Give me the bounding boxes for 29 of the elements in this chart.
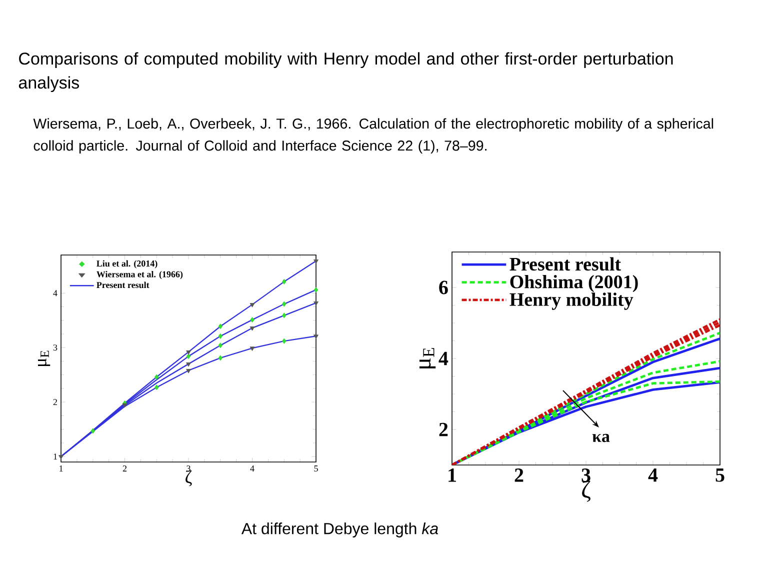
legend-label: Present result bbox=[510, 257, 621, 271]
y-tick-label: 6 bbox=[439, 280, 448, 294]
legend-label: Present result bbox=[96, 282, 150, 288]
x-tick-label: 5 bbox=[716, 468, 724, 482]
x-axis-title: ζ bbox=[582, 480, 590, 502]
legend-label: Henry mobility bbox=[510, 292, 634, 310]
annotation: κa bbox=[592, 434, 610, 442]
x-tick-label: 2 bbox=[122, 466, 127, 472]
x-tick-label: 5 bbox=[314, 466, 318, 472]
text: At different Debye length ka bbox=[241, 522, 438, 538]
y-tick-label: 4 bbox=[438, 352, 448, 366]
y-axis-title: μ$_{E}$ bbox=[38, 350, 50, 366]
x-tick-label: 3 bbox=[582, 468, 590, 482]
y-tick-label: 4 bbox=[53, 290, 58, 296]
y-tick-label: 2 bbox=[439, 422, 448, 436]
y-tick-label: 2 bbox=[53, 399, 57, 406]
text: Wiersema, P., Loeb, A., Overbeek, J. T. G., 1966. Calculation of the electrophoretic mobility of a spherical colloid particle. Journal of Colloid and Interface Science 22 (1), 78–99. bbox=[33, 118, 714, 154]
x-axis-title: ζ bbox=[186, 470, 192, 486]
legend-label: Liu et al. (2014) bbox=[96, 260, 158, 268]
x-tick-label: 4 bbox=[648, 468, 658, 482]
y-tick-label: 3 bbox=[53, 344, 58, 351]
chart-title: Comparisons of computed mobility with Henry model and other first-order perturbation analysis bbox=[18, 52, 673, 92]
y-tick-label: 1 bbox=[54, 454, 57, 460]
x-tick-label: 4 bbox=[250, 466, 254, 472]
x-tick-label: 2 bbox=[514, 468, 524, 482]
legend-label: Ohshima (2001) bbox=[510, 274, 638, 292]
legend-label: Wiersema et al. (1966) bbox=[96, 270, 183, 280]
y-axis-title: μ$_{E}$ bbox=[419, 348, 436, 368]
x-tick-label: 1 bbox=[60, 466, 63, 472]
